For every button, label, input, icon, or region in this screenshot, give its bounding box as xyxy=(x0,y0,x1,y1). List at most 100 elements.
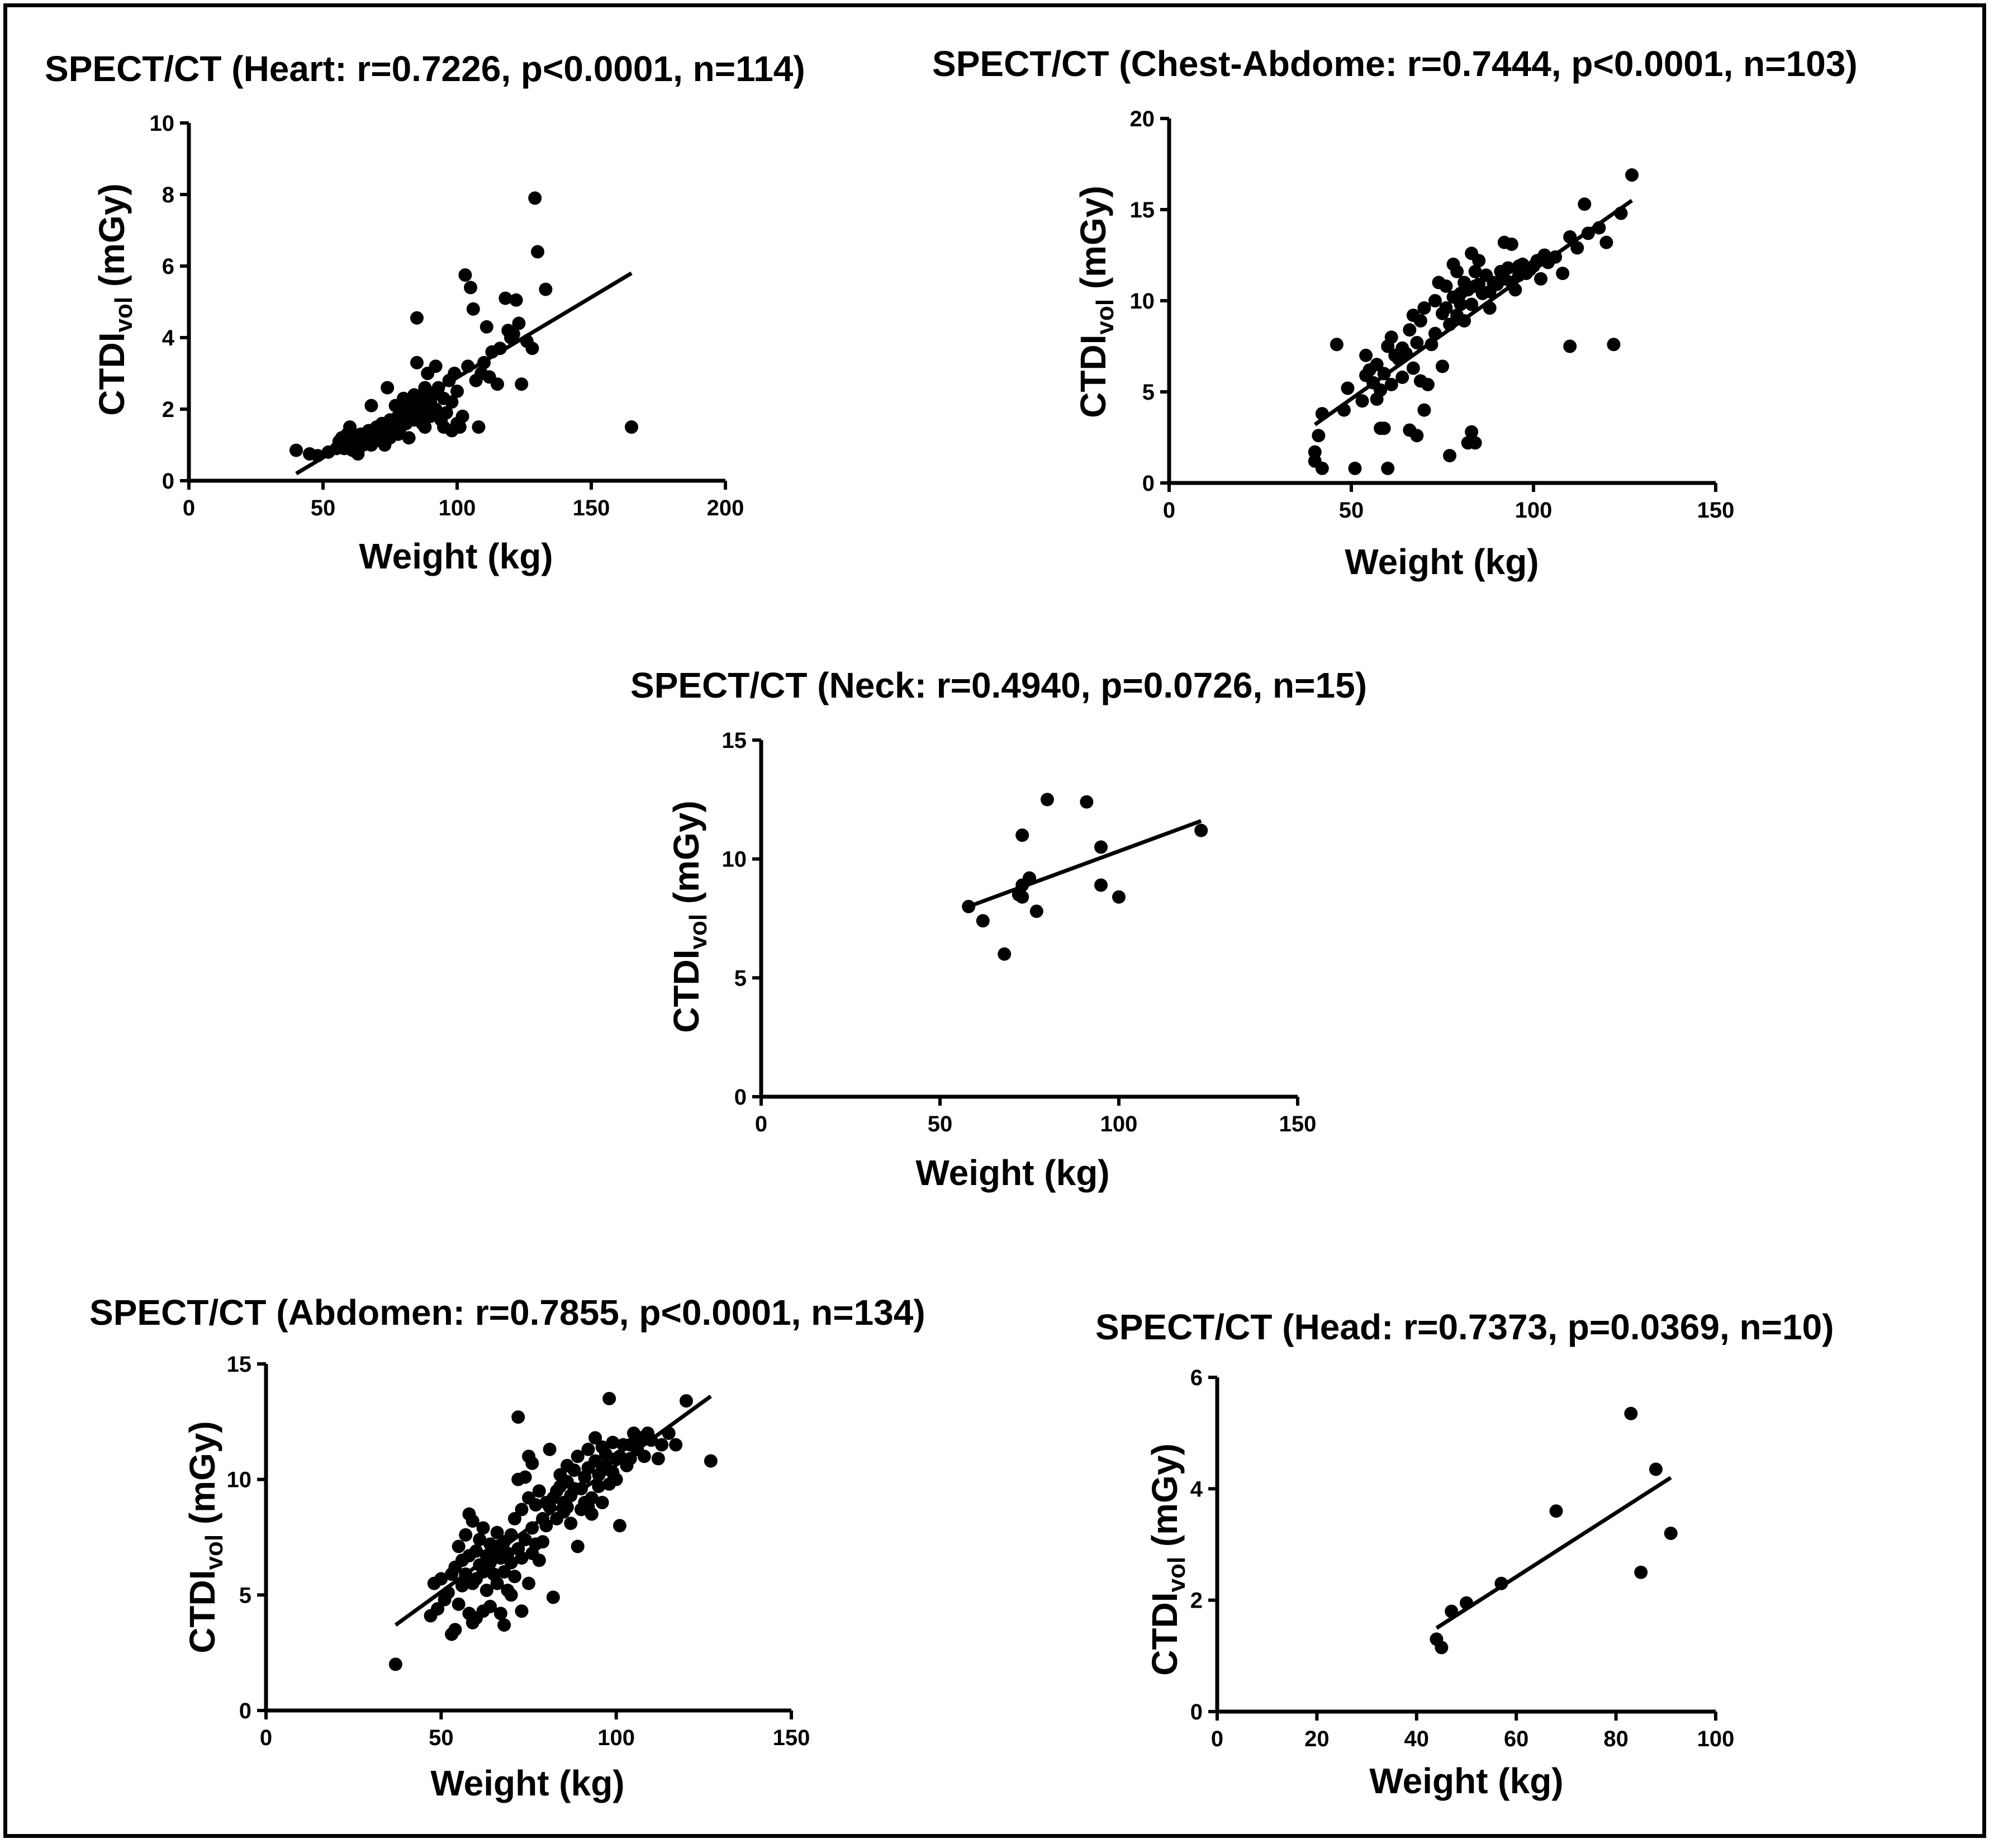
data-points xyxy=(289,191,638,476)
data-point xyxy=(637,1449,651,1463)
data-point xyxy=(1406,361,1420,375)
data-point xyxy=(439,406,453,420)
y-tick-label: 10 xyxy=(722,847,747,872)
x-tick-label: 100 xyxy=(1515,498,1553,523)
data-point xyxy=(623,1438,637,1452)
data-point xyxy=(1468,264,1482,278)
data-point xyxy=(669,1438,683,1452)
data-point xyxy=(476,1521,490,1535)
data-point xyxy=(1421,377,1435,391)
data-point xyxy=(434,1572,448,1586)
data-point xyxy=(518,1533,532,1547)
data-point xyxy=(1443,449,1457,463)
data-point xyxy=(491,377,504,391)
data-point xyxy=(483,1600,497,1613)
panel-head: SPECT/CT (Head: r=0.7373, p=0.0369, n=10… xyxy=(1095,1307,1834,1801)
data-point xyxy=(507,1511,521,1525)
x-tick-label: 0 xyxy=(755,1112,767,1136)
data-point xyxy=(1312,429,1326,443)
data-point xyxy=(1384,377,1398,391)
x-axis-label: Weight (kg) xyxy=(430,1763,624,1803)
data-point xyxy=(410,356,424,369)
data-point xyxy=(1634,1565,1648,1579)
axes: 0 20 40 60 80 100 0 2 4 6 xyxy=(1190,1366,1735,1751)
data-point xyxy=(1370,358,1384,372)
x-tick-label: 0 xyxy=(260,1726,272,1750)
data-point xyxy=(606,1435,620,1449)
data-point xyxy=(490,1525,504,1539)
panel-chest-abdome: SPECT/CT (Chest-Abdome: r=0.7444, p<0.00… xyxy=(932,44,1858,582)
data-point xyxy=(1094,878,1108,892)
data-point xyxy=(466,302,480,316)
x-tick-label: 60 xyxy=(1504,1727,1529,1751)
x-tick-label: 50 xyxy=(311,496,336,520)
data-point xyxy=(1664,1527,1678,1541)
x-tick-label: 0 xyxy=(1211,1727,1223,1751)
y-axis-label: CTDIvol (mGy) xyxy=(92,183,137,416)
x-tick-label: 0 xyxy=(183,496,195,520)
data-point xyxy=(1578,197,1592,211)
data-point xyxy=(515,377,529,391)
data-point xyxy=(1041,793,1054,807)
data-point xyxy=(1607,338,1621,352)
data-point xyxy=(522,1576,535,1590)
data-point xyxy=(515,1551,529,1565)
data-point xyxy=(592,1480,606,1494)
figure-border xyxy=(3,3,1986,1838)
x-tick-label: 100 xyxy=(1697,1727,1735,1751)
data-point xyxy=(571,1449,585,1463)
x-tick-label: 80 xyxy=(1603,1727,1629,1751)
panel-heart: SPECT/CT (Heart: r=0.7226, p<0.0001, n=1… xyxy=(45,49,805,576)
y-tick-label: 6 xyxy=(162,254,174,279)
data-point xyxy=(458,268,472,282)
data-point xyxy=(1468,436,1482,450)
data-point xyxy=(507,1570,521,1584)
data-point xyxy=(529,1498,543,1512)
data-point xyxy=(1112,890,1126,904)
data-point xyxy=(1556,267,1570,281)
data-point xyxy=(1439,279,1453,293)
data-point xyxy=(1624,1406,1638,1420)
data-point xyxy=(1450,264,1464,278)
data-point xyxy=(512,316,526,330)
data-point xyxy=(546,1590,560,1604)
data-point xyxy=(479,1584,493,1598)
y-tick-label: 4 xyxy=(162,326,175,350)
data-point xyxy=(1439,301,1453,315)
data-point xyxy=(1501,261,1515,275)
y-tick-label: 15 xyxy=(722,728,747,753)
data-point xyxy=(1436,359,1449,373)
y-tick-label: 5 xyxy=(1142,380,1155,405)
data-point xyxy=(704,1454,718,1468)
data-point xyxy=(459,1528,473,1542)
data-point xyxy=(1094,840,1108,854)
data-point xyxy=(998,947,1012,961)
data-point xyxy=(1599,235,1613,249)
y-tick-label: 0 xyxy=(162,469,174,494)
data-point xyxy=(1015,828,1029,842)
y-tick-label: 8 xyxy=(162,183,174,207)
y-tick-label: 5 xyxy=(734,966,747,991)
data-point xyxy=(1435,1641,1449,1655)
data-point xyxy=(536,1535,550,1549)
data-point xyxy=(1570,241,1584,255)
data-point xyxy=(498,291,512,305)
data-point xyxy=(581,1442,595,1456)
data-point xyxy=(429,359,443,373)
y-axis-label: CTDIvol (mGy) xyxy=(666,800,712,1033)
data-point xyxy=(497,1618,511,1632)
data-point xyxy=(976,914,990,928)
x-axis-label: Weight (kg) xyxy=(1345,542,1539,582)
x-tick-label: 20 xyxy=(1304,1727,1330,1751)
data-point xyxy=(1381,461,1395,475)
x-tick-label: 100 xyxy=(439,496,476,520)
data-point xyxy=(452,1539,466,1553)
data-point xyxy=(509,293,523,307)
data-point xyxy=(625,420,638,434)
x-tick-label: 100 xyxy=(597,1726,635,1750)
data-point xyxy=(581,1500,595,1514)
data-point xyxy=(1410,335,1424,349)
data-point xyxy=(651,1452,665,1466)
